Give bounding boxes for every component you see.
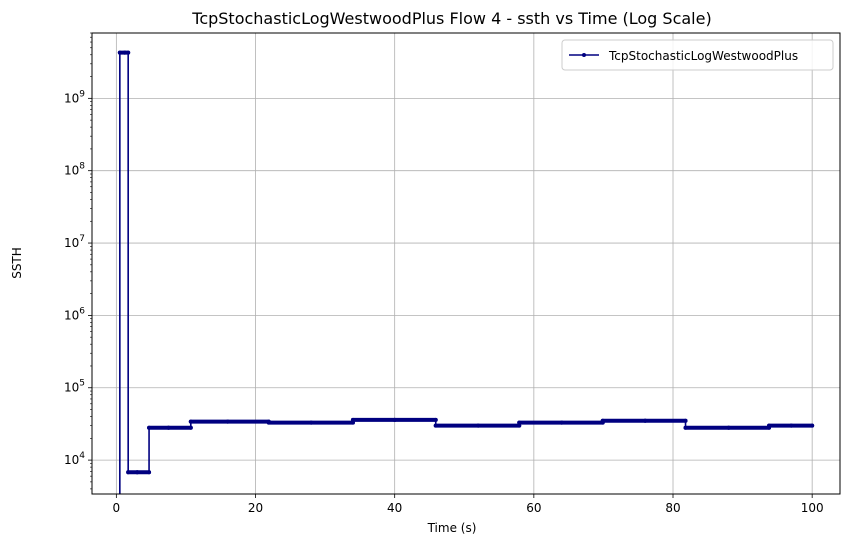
x-tick-label: 20 (248, 501, 263, 515)
grid (92, 33, 840, 494)
y-tick-label: 107 (64, 234, 85, 250)
series-point (683, 425, 688, 430)
series-point (789, 423, 794, 428)
legend: TcpStochasticLogWestwoodPlus (561, 39, 834, 71)
series-point (117, 50, 122, 55)
series-point (433, 417, 438, 422)
series-point (225, 419, 230, 424)
series-point (433, 423, 438, 428)
series-point (476, 423, 481, 428)
plot-area-frame (91, 32, 841, 495)
series-point (350, 420, 355, 425)
y-tick-label: 104 (64, 451, 85, 467)
series-point (559, 420, 564, 425)
x-tick-label: 40 (387, 501, 402, 515)
x-tick-label: 80 (665, 501, 680, 515)
series-point (135, 470, 140, 475)
series-point (600, 418, 605, 423)
y-tick-label: 108 (64, 162, 85, 178)
series-point (147, 425, 152, 430)
series-point (126, 50, 131, 55)
legend-label: TcpStochasticLogWestwoodPlus (608, 49, 798, 63)
series-point (350, 417, 355, 422)
series-layer (117, 50, 815, 494)
axis-ticks: 0 20 40 60 80 100 104 105 106 107 108 109 (64, 32, 824, 515)
series-point (392, 417, 397, 422)
series-point (517, 420, 522, 425)
x-tick-label: 0 (113, 501, 121, 515)
series-point (726, 425, 731, 430)
series-point (266, 420, 271, 425)
series-point (188, 425, 193, 430)
series-point (517, 423, 522, 428)
series-point (683, 418, 688, 423)
series-point (122, 50, 127, 55)
series-point (126, 470, 131, 475)
series-point (810, 423, 815, 428)
series-point (147, 470, 152, 475)
y-tick-label: 106 (64, 306, 85, 322)
y-tick-label: 105 (64, 379, 85, 395)
chart-title: TcpStochasticLogWestwoodPlus Flow 4 - ss… (191, 9, 711, 28)
x-axis-label: Time (s) (427, 521, 477, 535)
legend-marker (582, 53, 586, 57)
y-axis-label: SSTH (10, 247, 24, 279)
series-point (643, 418, 648, 423)
y-tick-label: 109 (64, 89, 85, 105)
x-tick-label: 100 (801, 501, 824, 515)
x-tick-label: 60 (526, 501, 541, 515)
series-point (166, 425, 171, 430)
series-point (188, 419, 193, 424)
series-point (767, 423, 772, 428)
legend-box (561, 39, 834, 71)
series-point (309, 420, 314, 425)
